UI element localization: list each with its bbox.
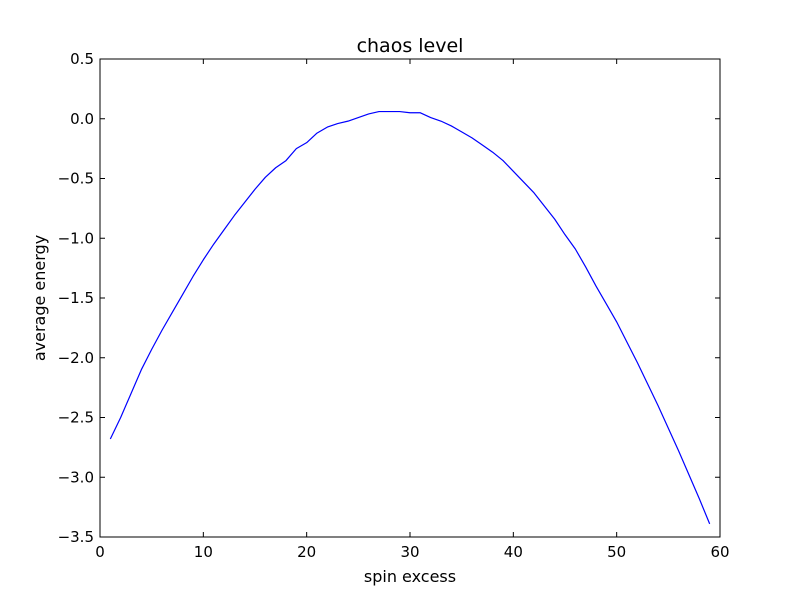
plot-frame (99, 58, 721, 538)
y-tick-label: −0.5 (58, 170, 94, 188)
x-tick-label: 50 (607, 543, 626, 561)
y-tick-label: −2.5 (58, 409, 94, 427)
y-tick-label: −2.0 (58, 349, 94, 367)
ticks-layer: 0 10 20 30 40 50 60 0.5 0.0 −0.5 −1.0 −1.5 −2.0 −2.5 −… (58, 50, 730, 561)
y-tick-label: 0.5 (70, 50, 94, 68)
chart-title: chaos level (357, 35, 464, 57)
y-tick-label: −3.5 (58, 528, 94, 546)
x-tick-label: 30 (400, 543, 419, 561)
y-axis-label: average energy (30, 235, 49, 361)
y-tick-label: −1.5 (58, 289, 94, 307)
x-tick-label: 10 (194, 543, 213, 561)
y-tick-label: −1.0 (58, 229, 94, 247)
x-axis-label: spin excess (364, 567, 456, 586)
x-tick-label: 40 (504, 543, 523, 561)
x-tick-label: 20 (297, 543, 316, 561)
y-tick-label: 0.0 (70, 110, 94, 128)
series-layer (109, 110, 711, 525)
x-tick-label: 60 (710, 543, 729, 561)
y-tick-label: −3.0 (58, 468, 94, 486)
series-line (109, 110, 711, 525)
x-tick-label: 0 (95, 543, 105, 561)
